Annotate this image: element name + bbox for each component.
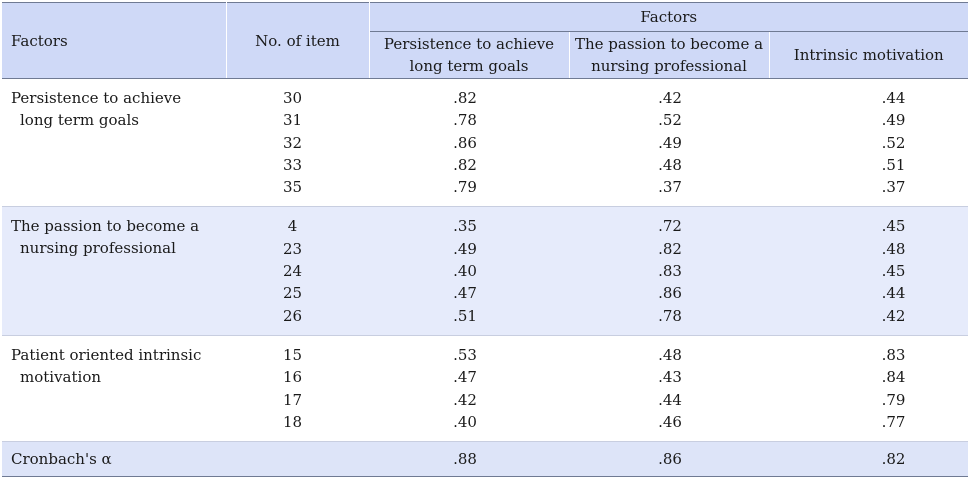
cronbach-passion: .86 (569, 441, 769, 477)
cronbach-item-empty (226, 441, 369, 477)
factor-group-row: Patient oriented intrinsic motivation 15 16… (2, 335, 969, 443)
item-number-list: 4 23 24 25 26 (226, 206, 369, 336)
loading-intrinsic: .83 (881, 345, 906, 364)
loading-intrinsic: .48 (881, 239, 906, 258)
item-number: 18 (282, 412, 303, 431)
loading-intrinsic: .79 (881, 390, 906, 409)
cronbach-label: Cronbach's α (2, 441, 226, 477)
item-number: 16 (282, 368, 303, 387)
item-number: 26 (282, 306, 303, 325)
loading-persistence: .49 (453, 239, 477, 258)
loading-persistence: .40 (453, 412, 477, 431)
loading-persistence: .40 (453, 262, 477, 281)
loading-passion: .48 (658, 345, 682, 364)
loading-passion: .46 (658, 412, 682, 431)
loading-passion-list: .72 .82 .83 .86 .78 (569, 206, 769, 336)
factor-name-line2: long term goals (20, 111, 139, 129)
loading-passion: .42 (658, 89, 682, 107)
loading-intrinsic: .45 (881, 217, 906, 236)
loading-passion: .78 (658, 306, 682, 325)
item-number: 24 (282, 262, 303, 281)
loading-intrinsic: .37 (881, 178, 906, 197)
header-col-persistence: Persistence to achieve long term goals (369, 31, 570, 79)
loading-intrinsic: .84 (881, 368, 906, 387)
header-col-passion: The passion to become a nursing professi… (569, 31, 770, 79)
item-number-list: 30 31 32 33 35 (226, 78, 369, 208)
factor-name-line2: motivation (20, 367, 102, 386)
loading-passion: .49 (658, 133, 682, 152)
loading-intrinsic-list: .45 .48 .45 .44 .42 (769, 206, 969, 336)
loading-intrinsic: .52 (881, 133, 906, 152)
loading-persistence: .82 (453, 155, 477, 174)
item-number: 23 (282, 239, 303, 258)
item-number: 32 (282, 133, 303, 152)
loading-persistence: .47 (453, 368, 477, 387)
header-factors: Factors (2, 2, 227, 79)
item-number: 31 (282, 111, 303, 130)
loading-intrinsic-list: .44 .49 .52 .51 .37 (769, 78, 969, 208)
loading-passion-list: .42 .52 .49 .48 .37 (569, 78, 769, 208)
loading-persistence: .47 (453, 284, 477, 303)
item-number: 33 (282, 155, 303, 174)
loading-intrinsic: .45 (881, 262, 906, 281)
loading-persistence-list: .53 .47 .42 .40 (369, 335, 569, 443)
header-factors-group: Factors (369, 2, 969, 32)
loading-passion: .48 (658, 155, 682, 174)
loading-passion: .72 (658, 217, 682, 236)
loading-persistence: .35 (453, 217, 477, 236)
loading-intrinsic: .42 (881, 306, 906, 325)
item-number: 4 (287, 217, 298, 236)
loading-passion-list: .48 .43 .44 .46 (569, 335, 769, 443)
loading-intrinsic: .44 (881, 284, 906, 303)
factor-name-line2: nursing professional (20, 239, 176, 258)
loading-persistence: .86 (453, 133, 477, 152)
loading-passion: .43 (658, 368, 682, 387)
header-row-2: Persistence to achieve long term goals T… (2, 31, 969, 79)
loading-persistence: .82 (453, 89, 477, 107)
header-col-intrinsic: Intrinsic motivation (769, 31, 969, 79)
loading-intrinsic: .44 (881, 89, 906, 107)
loading-persistence-list: .82 .78 .86 .82 .79 (369, 78, 569, 208)
loading-intrinsic: .77 (881, 412, 906, 431)
loading-passion: .52 (658, 111, 682, 130)
loading-passion: .86 (658, 284, 682, 303)
factor-group-row: Persistence to achieve long term goals 30 3… (2, 78, 969, 208)
loading-passion: .82 (658, 239, 682, 258)
table-body: Persistence to achieve long term goals 30 3… (2, 78, 969, 477)
factor-group-row: The passion to become a nursing professio… (2, 206, 969, 336)
factor-name: The passion to become a nursing professio… (2, 206, 226, 336)
item-number: 15 (282, 345, 303, 364)
item-number-list: 15 16 17 18 (226, 335, 369, 443)
cronbach-intrinsic: .82 (769, 441, 969, 477)
loading-intrinsic: .49 (881, 111, 906, 130)
factor-name-line1: The passion to become a (11, 217, 200, 236)
header-no-of-item: No. of item (226, 2, 370, 79)
item-number: 30 (282, 89, 303, 107)
loading-passion: .37 (658, 178, 682, 197)
loading-persistence: .51 (453, 306, 477, 325)
factor-name: Patient oriented intrinsic motivation (2, 335, 226, 443)
item-number: 35 (282, 178, 303, 197)
item-number: 17 (282, 390, 303, 409)
header-row-1: Factors No. of item Factors (2, 2, 969, 79)
loading-persistence: .79 (453, 178, 477, 197)
item-number: 25 (282, 284, 303, 303)
factor-name: Persistence to achieve long term goals (2, 78, 226, 208)
cronbach-alpha-row: Cronbach's α .88.86.82 (2, 441, 969, 477)
loading-passion: .44 (658, 390, 682, 409)
loading-persistence: .78 (453, 111, 477, 130)
loading-passion: .83 (658, 262, 682, 281)
factor-name-line1: Patient oriented intrinsic (11, 345, 202, 364)
loading-persistence: .42 (453, 390, 477, 409)
loading-persistence-list: .35 .49 .40 .47 .51 (369, 206, 569, 336)
table-header: Factors No. of item Factors Persistence … (2, 2, 969, 79)
loading-intrinsic-list: .83 .84 .79 .77 (769, 335, 969, 443)
loading-persistence: .53 (453, 345, 477, 364)
loading-intrinsic: .51 (881, 155, 906, 174)
factor-name-line1: Persistence to achieve (11, 89, 182, 107)
cronbach-persistence: .88 (369, 441, 569, 477)
